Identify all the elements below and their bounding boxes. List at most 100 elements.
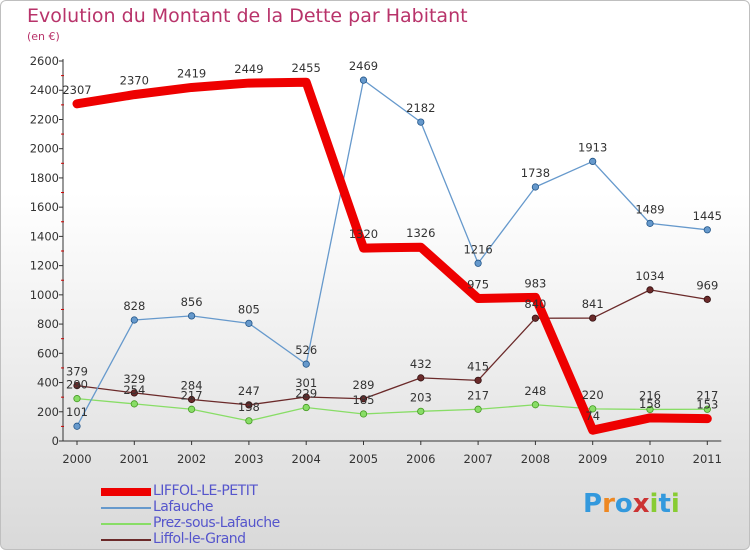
logo-letter: i — [670, 489, 680, 519]
data-point — [704, 415, 711, 422]
y-tick-label: 2400 — [30, 83, 59, 97]
data-point — [302, 403, 310, 412]
data-point — [245, 401, 253, 409]
data-label: 290 — [66, 378, 88, 392]
x-tick-label: 2001 — [120, 452, 149, 466]
data-point — [360, 245, 367, 252]
data-label: 969 — [696, 278, 718, 292]
data-label: 526 — [295, 343, 317, 357]
x-tick-label: 2002 — [177, 452, 206, 466]
x-tick-label: 2011 — [693, 452, 722, 466]
x-tick-label: 2003 — [234, 452, 263, 466]
data-label: 1445 — [693, 209, 722, 223]
data-point — [474, 376, 482, 384]
chart-subtitle: (en €) — [27, 30, 60, 43]
data-point — [302, 393, 310, 401]
data-label: 101 — [66, 405, 88, 419]
data-label: 74 — [585, 409, 600, 423]
data-label: 301 — [295, 376, 317, 390]
legend-label: Lafauche — [153, 499, 213, 515]
data-point — [532, 294, 539, 301]
y-tick-label: 1800 — [30, 171, 59, 185]
data-point — [130, 389, 138, 397]
data-label: 217 — [467, 388, 489, 402]
data-point — [188, 84, 195, 91]
data-point — [302, 360, 310, 368]
data-point — [646, 219, 654, 227]
logo-letter: x — [632, 489, 650, 519]
data-label: 1913 — [578, 140, 607, 154]
data-point — [474, 259, 482, 267]
data-label: 203 — [410, 390, 432, 404]
data-point — [245, 80, 252, 87]
logo-letter: r — [602, 489, 615, 519]
data-label: 432 — [410, 357, 432, 371]
y-tick-label: 800 — [37, 317, 59, 331]
data-label: 138 — [238, 400, 260, 414]
data-label: 254 — [123, 383, 145, 397]
data-label: 415 — [467, 359, 489, 373]
legend-swatch — [101, 488, 151, 496]
data-point — [245, 319, 253, 327]
data-point — [417, 118, 425, 126]
data-point — [475, 295, 482, 302]
series-line-liffol-le-grand — [76, 289, 708, 406]
data-label: 841 — [582, 297, 604, 311]
data-label: 1320 — [349, 227, 378, 241]
logo-letter: P — [583, 489, 603, 519]
data-label: 856 — [181, 295, 203, 309]
series-line-lafauche — [76, 79, 708, 427]
data-label: 329 — [123, 372, 145, 386]
data-point — [531, 401, 540, 409]
y-tick-label: 2200 — [30, 112, 59, 126]
y-tick-label: 2000 — [30, 142, 59, 156]
data-label: 1034 — [635, 269, 664, 283]
x-tick-label: 2005 — [349, 452, 378, 466]
data-label: 983 — [524, 276, 546, 290]
x-tick-label: 2004 — [292, 452, 321, 466]
data-point — [359, 395, 368, 403]
legend-swatch — [101, 523, 151, 525]
data-label: 2449 — [234, 62, 263, 76]
data-label: 217 — [696, 388, 718, 402]
data-point — [417, 407, 425, 415]
data-label: 2455 — [292, 61, 321, 75]
data-point — [474, 405, 482, 413]
data-label: 185 — [353, 393, 375, 407]
y-tick-label: 200 — [37, 405, 59, 419]
data-point — [531, 183, 540, 191]
legend-label: Liffol-le-Grand — [153, 531, 246, 547]
data-label: 975 — [467, 278, 489, 292]
proxiti-logo: Proxiti — [583, 489, 680, 519]
data-point — [303, 79, 310, 86]
data-point — [188, 405, 196, 413]
chart-title: Evolution du Montant de la Dette par Hab… — [27, 5, 468, 27]
data-point — [188, 312, 196, 320]
x-tick-label: 2007 — [463, 452, 492, 466]
logo-letter: o — [614, 489, 633, 519]
y-tick-label: 600 — [37, 346, 59, 360]
x-tick-label: 2006 — [406, 452, 435, 466]
data-point — [703, 295, 711, 303]
data-label: 840 — [524, 297, 546, 311]
data-label: 289 — [353, 378, 375, 392]
series-line-prez-sous-lafauche — [76, 397, 708, 422]
data-label: 828 — [123, 299, 145, 313]
data-point — [589, 157, 597, 166]
data-point — [131, 91, 138, 98]
data-point — [589, 405, 597, 413]
data-label: 217 — [181, 388, 203, 402]
y-tick-label: 1600 — [30, 200, 59, 214]
data-point — [417, 374, 425, 382]
data-label: 216 — [639, 388, 661, 402]
data-point — [703, 226, 711, 234]
x-tick-label: 2009 — [578, 452, 607, 466]
data-label: 1326 — [406, 226, 435, 240]
data-label: 248 — [524, 384, 546, 398]
y-tick-label: 2600 — [30, 54, 59, 68]
data-label: 1216 — [463, 242, 492, 256]
y-tick-label: 400 — [37, 376, 59, 390]
series-line-liffol-le-petit — [72, 77, 712, 435]
data-label: 2419 — [177, 66, 206, 80]
